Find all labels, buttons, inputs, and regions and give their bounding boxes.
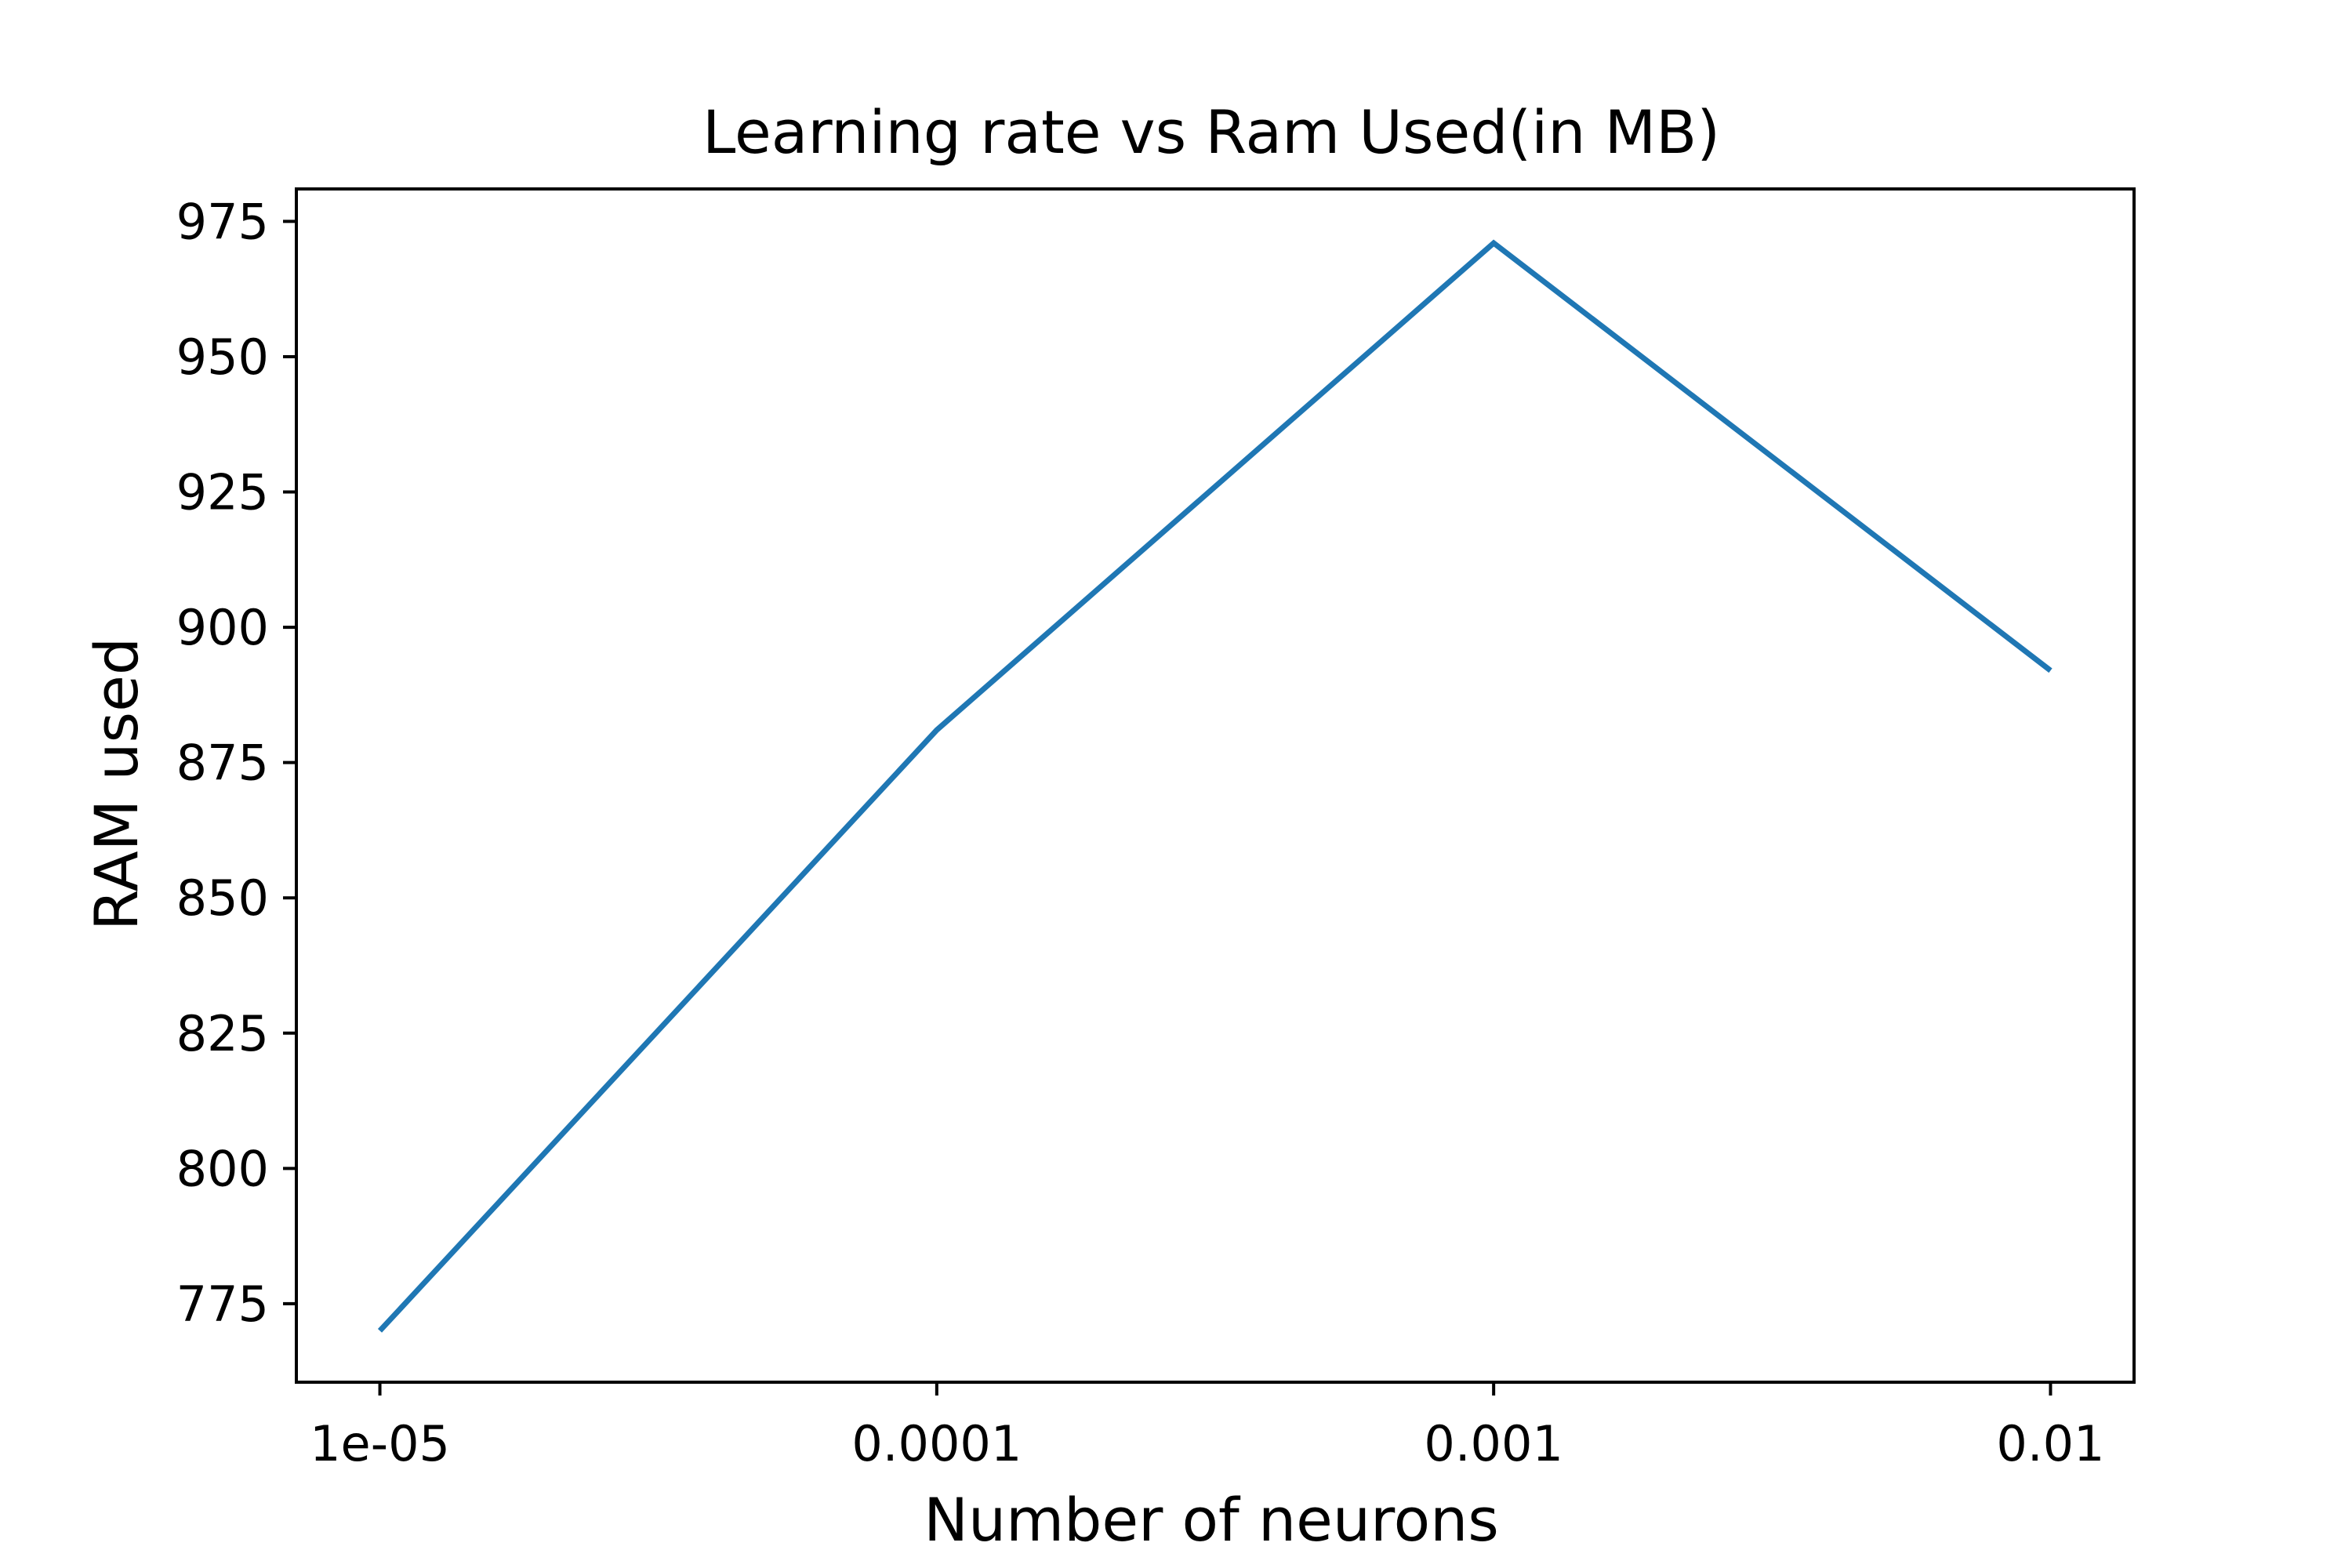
chart-title: Learning rate vs Ram Used(in MB)	[702, 97, 1720, 167]
y-tick-label: 900	[176, 599, 269, 656]
y-tick-label: 825	[176, 1005, 269, 1062]
y-tick-label: 800	[176, 1140, 269, 1197]
x-tick-label: 0.0001	[851, 1415, 1022, 1472]
y-axis-title: RAM used	[82, 637, 151, 931]
y-tick-label: 775	[176, 1276, 269, 1333]
y-tick-label: 925	[176, 464, 269, 521]
x-tick-label: 0.01	[1996, 1415, 2104, 1472]
x-tick-label: 1e-05	[310, 1415, 450, 1472]
y-tick-label: 950	[176, 328, 269, 386]
x-tick-label: 0.001	[1424, 1415, 1563, 1472]
x-axis-title: Number of neurons	[924, 1485, 1499, 1555]
y-tick-label: 975	[176, 193, 269, 250]
y-tick-label: 850	[176, 869, 269, 927]
y-tick-label: 875	[176, 735, 269, 792]
